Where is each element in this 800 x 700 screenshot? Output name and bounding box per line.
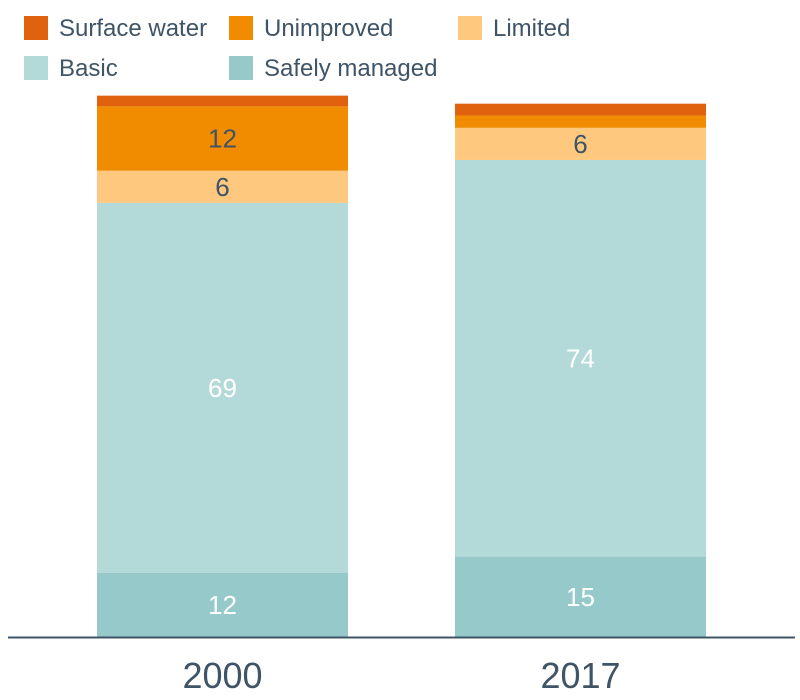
bar-limited-2017	[455, 127, 706, 160]
bar-unimproved-2000	[97, 106, 348, 171]
x-tick-label-2017: 2017	[540, 655, 620, 696]
bar-surface-water-2017	[455, 103, 706, 116]
data-label-unimproved-2000: 12	[208, 124, 237, 154]
legend-label-basic: Basic	[59, 55, 118, 82]
legend-label-unimproved: Unimproved	[264, 15, 393, 42]
category-labels: 2000 2017	[182, 655, 620, 696]
data-label-limited-2000: 6	[215, 172, 229, 202]
data-label-basic-2000: 69	[208, 373, 237, 403]
data-label-safely-managed-2017: 15	[566, 582, 595, 612]
legend-item-limited: Limited	[458, 15, 570, 42]
x-tick-label-2000: 2000	[182, 655, 262, 696]
legend-label-limited: Limited	[493, 15, 570, 42]
data-label-basic-2017: 74	[566, 343, 595, 373]
legend: Surface water Unimproved Limited Basic Safel…	[24, 15, 570, 82]
legend-swatch-safely-managed	[229, 56, 253, 80]
legend-label-surface-water: Surface water	[59, 15, 207, 42]
legend-label-safely-managed: Safely managed	[264, 55, 437, 82]
legend-swatch-surface-water	[24, 16, 48, 40]
legend-item-safely-managed: Safely managed	[229, 55, 437, 82]
bar-surface-water-2000	[97, 95, 348, 107]
bar-basic-2000	[97, 202, 348, 573]
bar-safely-managed-2017	[455, 556, 706, 637]
legend-item-surface-water: Surface water	[24, 15, 207, 42]
bar-stack-2000: 12 69 6 12	[97, 95, 348, 637]
data-label-limited-2017: 6	[573, 129, 587, 159]
legend-swatch-basic	[24, 56, 48, 80]
legend-swatch-limited	[458, 16, 482, 40]
data-label-safely-managed-2000: 12	[208, 590, 237, 620]
legend-item-unimproved: Unimproved	[229, 15, 393, 42]
bar-unimproved-2017	[455, 115, 706, 128]
bar-limited-2000	[97, 170, 348, 203]
legend-swatch-unimproved	[229, 16, 253, 40]
bars: 12 69 6 12 15 74 6	[97, 95, 706, 637]
bar-safely-managed-2000	[97, 572, 348, 637]
bar-basic-2017	[455, 159, 706, 557]
legend-item-basic: Basic	[24, 55, 118, 82]
bar-stack-2017: 15 74 6	[455, 103, 706, 637]
